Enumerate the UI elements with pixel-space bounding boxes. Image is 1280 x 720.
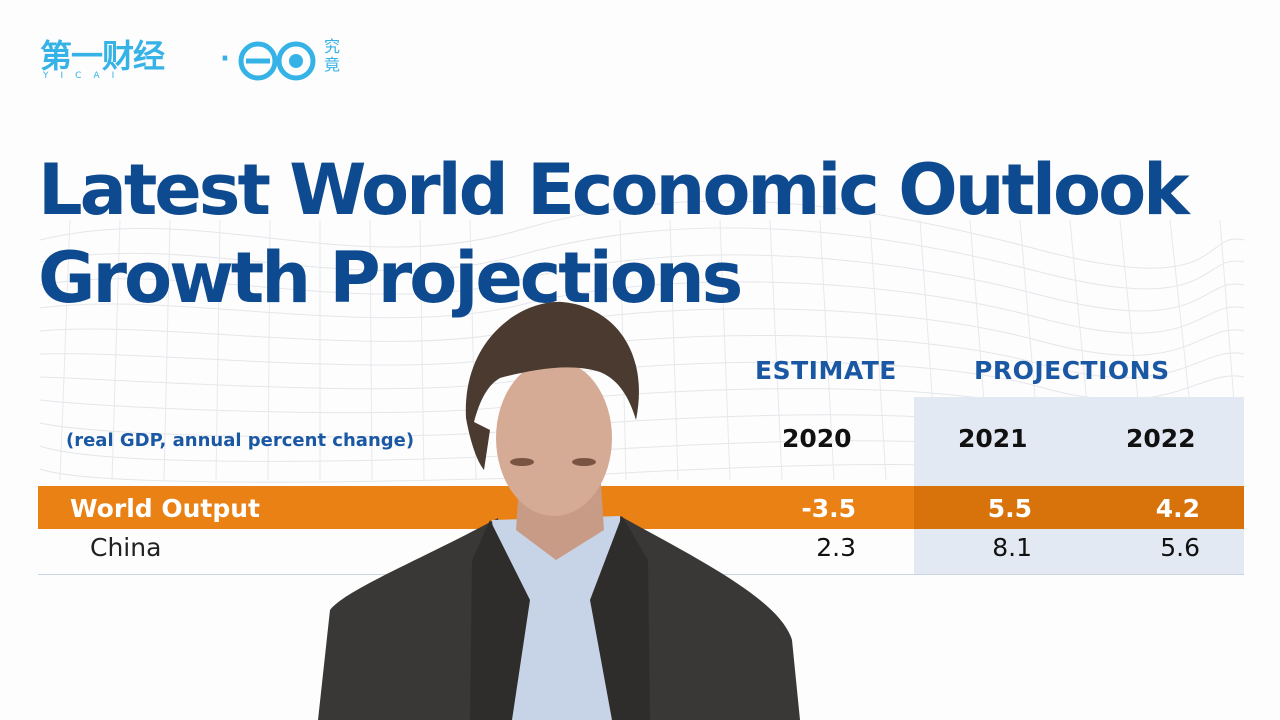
- world-output-projection-cell-bg: [914, 486, 1244, 529]
- logo-brand-text: 第一财经: [40, 37, 165, 75]
- estimate-header: ESTIMATE: [755, 356, 897, 385]
- china-label: China: [90, 533, 162, 562]
- eye-logo-icon: [238, 41, 316, 81]
- slide-title-line1: Latest World Economic Outlook: [38, 149, 1190, 231]
- logo-brand-subtext: YICAI: [43, 71, 127, 81]
- year-2022-header: 2022: [1126, 424, 1196, 453]
- world-output-label: World Output: [70, 494, 261, 523]
- year-2021-header: 2021: [958, 424, 1028, 453]
- china-2020: 2.3: [816, 533, 856, 562]
- speaker-face: [496, 360, 612, 516]
- world-output-2020: -3.5: [801, 494, 856, 523]
- logo-partner-text: 究竟: [324, 37, 341, 74]
- units-note: (real GDP, annual percent change): [66, 430, 415, 451]
- year-2020-header: 2020: [782, 424, 852, 453]
- speaker-shirt: [492, 516, 624, 720]
- slide-title-line2: Growth Projections: [38, 237, 743, 319]
- china-2021: 8.1: [992, 533, 1032, 562]
- world-output-2021: 5.5: [987, 494, 1032, 523]
- speaker-jacket-right: [600, 516, 800, 720]
- china-2022: 5.6: [1160, 533, 1200, 562]
- projections-header: PROJECTIONS: [974, 356, 1170, 385]
- speaker-hair: [465, 301, 639, 430]
- speaker-figure: [318, 301, 800, 720]
- slide-title: Latest World Economic Outlook Growth Pro…: [38, 146, 1190, 322]
- logo-separator: ·: [220, 44, 230, 74]
- world-output-2022: 4.2: [1155, 494, 1200, 523]
